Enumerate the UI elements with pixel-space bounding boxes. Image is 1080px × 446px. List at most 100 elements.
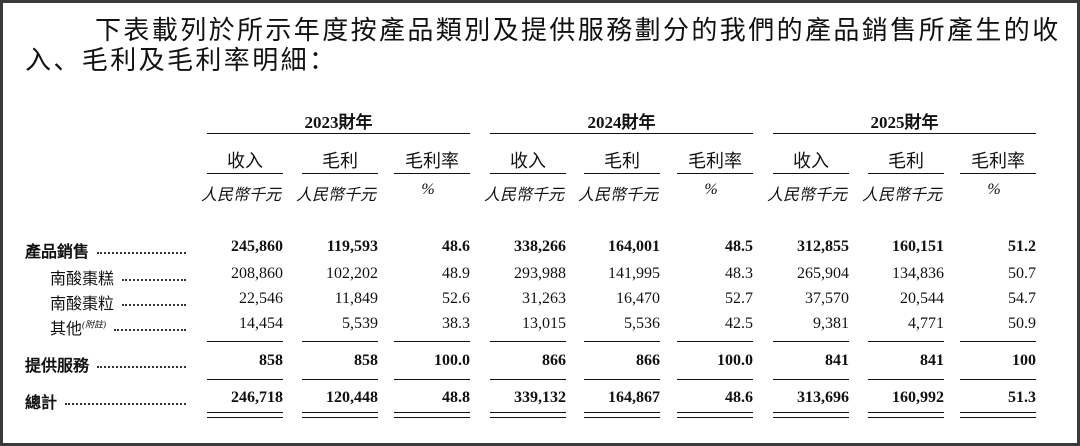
cell-value: 48.8 xyxy=(442,389,470,406)
year-header: 2025財年 xyxy=(870,113,939,132)
leader-dots xyxy=(122,304,186,306)
subtotal-rule xyxy=(490,379,566,380)
total-double-rule xyxy=(677,417,753,418)
total-double-rule xyxy=(207,417,283,418)
row-label: 南酸棗粒 xyxy=(50,296,115,313)
total-double-rule xyxy=(677,412,753,413)
unit-label: 人民幣千元 xyxy=(861,187,942,204)
cell-value: 50.9 xyxy=(1008,315,1036,332)
cell-value: 102,202 xyxy=(326,265,378,282)
cell-value: 100 xyxy=(1012,352,1036,369)
row-label: 產品銷售 xyxy=(25,244,90,261)
cell-value: 37,570 xyxy=(805,290,849,307)
cell-value: 11,849 xyxy=(334,290,378,307)
column-rule xyxy=(960,173,1036,174)
cell-value: 31,263 xyxy=(522,290,566,307)
cell-value: 858 xyxy=(259,352,283,369)
cell-value: 52.7 xyxy=(725,290,753,307)
cell-value: 13,015 xyxy=(522,315,566,332)
column-header: 毛利率 xyxy=(405,151,459,171)
header-rule xyxy=(773,133,1036,134)
subtotal-rule xyxy=(302,379,378,380)
subtotal-rule xyxy=(490,341,566,342)
cell-value: 312,855 xyxy=(797,238,849,255)
total-double-rule xyxy=(490,412,566,413)
total-double-rule xyxy=(868,417,944,418)
unit-label: % xyxy=(704,181,718,198)
column-rule xyxy=(302,173,378,174)
unit-label: % xyxy=(421,181,435,198)
cell-value: 246,718 xyxy=(231,389,283,406)
cell-value: 120,448 xyxy=(326,389,378,406)
column-header: 收入 xyxy=(510,151,546,171)
cell-value: 48.6 xyxy=(725,389,753,406)
cell-value: 265,904 xyxy=(797,265,849,282)
cell-value: 48.6 xyxy=(442,238,470,255)
column-rule xyxy=(773,173,849,174)
cell-value: 293,988 xyxy=(514,265,566,282)
cell-value: 141,995 xyxy=(608,265,660,282)
subtotal-rule xyxy=(302,341,378,342)
cell-value: 100.0 xyxy=(717,352,753,369)
cell-value: 164,867 xyxy=(608,389,660,406)
row-label: 其他(附註) xyxy=(50,319,107,338)
column-rule xyxy=(490,173,566,174)
row-label: 總計 xyxy=(25,395,58,412)
total-double-rule xyxy=(394,417,470,418)
total-double-rule xyxy=(960,417,1036,418)
cell-value: 48.5 xyxy=(725,238,753,255)
cell-value: 52.6 xyxy=(442,290,470,307)
total-double-rule xyxy=(394,412,470,413)
subtotal-rule xyxy=(584,341,660,342)
cell-value: 313,696 xyxy=(797,389,849,406)
intro-line: 下表載列於所示年度按產品類別及提供服務劃分的我們的產品銷售所產生的收 xyxy=(95,16,1061,45)
intro-line: 入、毛利及毛利率明細： xyxy=(25,46,338,75)
cell-value: 160,992 xyxy=(892,389,944,406)
leader-dots xyxy=(65,403,186,405)
column-rule xyxy=(584,173,660,174)
cell-value: 134,836 xyxy=(892,265,944,282)
subtotal-rule xyxy=(677,379,753,380)
column-header: 毛利 xyxy=(604,151,640,171)
leader-dots xyxy=(114,329,186,331)
subtotal-rule xyxy=(584,379,660,380)
column-header: 毛利率 xyxy=(971,151,1025,171)
cell-value: 208,860 xyxy=(231,265,283,282)
subtotal-rule xyxy=(677,341,753,342)
cell-value: 339,132 xyxy=(514,389,566,406)
column-header: 毛利 xyxy=(322,151,358,171)
total-double-rule xyxy=(302,417,378,418)
subtotal-rule xyxy=(868,379,944,380)
cell-value: 119,593 xyxy=(326,238,378,255)
total-double-rule xyxy=(773,417,849,418)
row-label: 提供服務 xyxy=(25,358,90,375)
cell-value: 4,771 xyxy=(908,315,944,332)
total-double-rule xyxy=(773,412,849,413)
cell-value: 100.0 xyxy=(434,352,470,369)
cell-value: 51.3 xyxy=(1008,389,1036,406)
subtotal-rule xyxy=(773,379,849,380)
cell-value: 338,266 xyxy=(514,238,566,255)
unit-label: % xyxy=(987,181,1001,198)
total-double-rule xyxy=(207,412,283,413)
cell-value: 866 xyxy=(636,352,660,369)
year-header: 2024財年 xyxy=(587,113,656,132)
header-rule xyxy=(490,133,753,134)
unit-label: 人民幣千元 xyxy=(766,187,847,204)
subtotal-rule xyxy=(960,341,1036,342)
row-note: (附註) xyxy=(82,319,107,330)
total-double-rule xyxy=(490,417,566,418)
column-header: 收入 xyxy=(227,151,263,171)
total-double-rule xyxy=(960,412,1036,413)
year-header: 2023財年 xyxy=(304,113,373,132)
column-rule xyxy=(207,173,283,174)
cell-value: 14,454 xyxy=(239,315,283,332)
subtotal-rule xyxy=(207,341,283,342)
header-rule xyxy=(207,133,470,134)
column-header: 毛利 xyxy=(888,151,924,171)
column-rule xyxy=(868,173,944,174)
cell-value: 858 xyxy=(354,352,378,369)
total-double-rule xyxy=(584,412,660,413)
cell-value: 245,860 xyxy=(231,238,283,255)
